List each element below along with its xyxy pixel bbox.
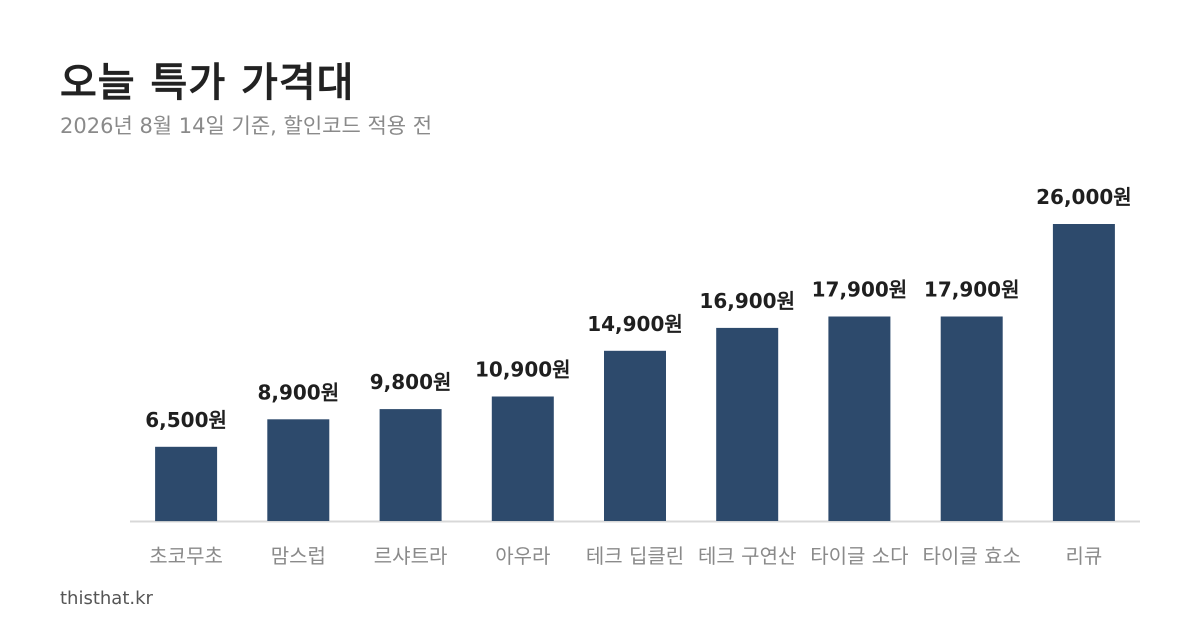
- bar: [267, 419, 330, 521]
- bar-value-label: 6,500원: [145, 408, 227, 432]
- bar-value-label: 8,900원: [257, 380, 339, 404]
- bar: [940, 316, 1003, 521]
- category-label: 타이글 효소: [923, 544, 1021, 568]
- bar: [1052, 224, 1115, 521]
- bar: [491, 396, 554, 521]
- bar-value-label: 17,900원: [924, 278, 1020, 302]
- category-label: 타이글 소다: [810, 544, 908, 568]
- bar-value-label: 14,900원: [587, 312, 683, 336]
- bar-value-label: 10,900원: [475, 358, 571, 382]
- category-label: 르샤트라: [374, 544, 448, 568]
- bar: [604, 350, 666, 521]
- category-label: 테크 구연산: [698, 544, 796, 568]
- category-label: 테크 딥클린: [586, 544, 684, 568]
- bar-value-label: 16,900원: [699, 289, 795, 313]
- chart-subtitle: 2026년 8월 14일 기준, 할인코드 적용 전: [60, 114, 433, 138]
- bar-value-label: 17,900원: [812, 278, 908, 302]
- category-label: 맘스럽: [271, 544, 326, 568]
- bar: [379, 409, 442, 521]
- bar-value-label: 26,000원: [1036, 185, 1132, 209]
- category-label: 아우라: [495, 544, 550, 568]
- bar: [716, 327, 779, 521]
- bar: [828, 316, 891, 521]
- category-label: 초코무초: [149, 544, 223, 568]
- category-label: 리큐: [1065, 544, 1102, 568]
- source-label: thisthat.kr: [60, 588, 153, 609]
- bar: [155, 446, 218, 522]
- bar-value-label: 9,800원: [370, 370, 452, 394]
- chart-title: 오늘 특가 가격대: [60, 60, 355, 106]
